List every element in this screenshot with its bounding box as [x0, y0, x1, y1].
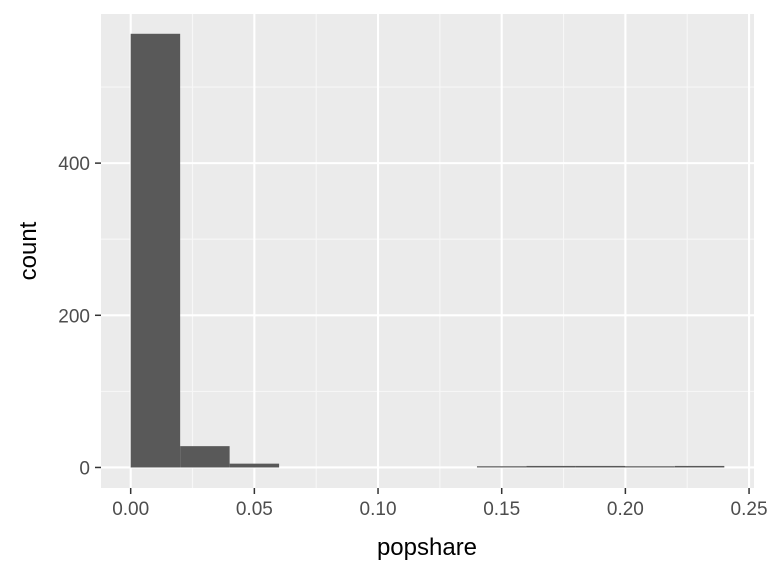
x-tick-label: 0.05 — [236, 499, 273, 520]
histogram-bar — [674, 465, 725, 468]
x-axis-title: popshare — [377, 534, 477, 561]
histogram-bar — [130, 33, 181, 468]
y-tick-label: 0 — [79, 458, 90, 479]
y-tick-label: 200 — [58, 306, 90, 327]
histogram-bar — [526, 465, 576, 468]
histogram-bar — [625, 466, 675, 468]
histogram-bar — [476, 466, 527, 468]
minor-gridlines — [101, 14, 754, 488]
x-tick-label: 0.20 — [607, 499, 644, 520]
plot-panel — [101, 14, 754, 488]
x-tick-label: 0.15 — [483, 499, 520, 520]
x-axis: 0.00 0.05 0.10 0.15 0.20 0.25 — [112, 488, 768, 520]
x-tick-label: 0.25 — [731, 499, 768, 520]
y-axis: 0 200 400 — [58, 154, 101, 479]
x-tick-label: 0.00 — [112, 499, 149, 520]
histogram-bar — [575, 465, 626, 468]
y-axis-title: count — [15, 221, 42, 280]
histogram-bar — [180, 446, 230, 468]
histogram-bar — [229, 463, 280, 468]
y-tick-label: 400 — [58, 154, 90, 175]
histogram-bars — [130, 33, 725, 468]
x-tick-label: 0.10 — [360, 499, 397, 520]
